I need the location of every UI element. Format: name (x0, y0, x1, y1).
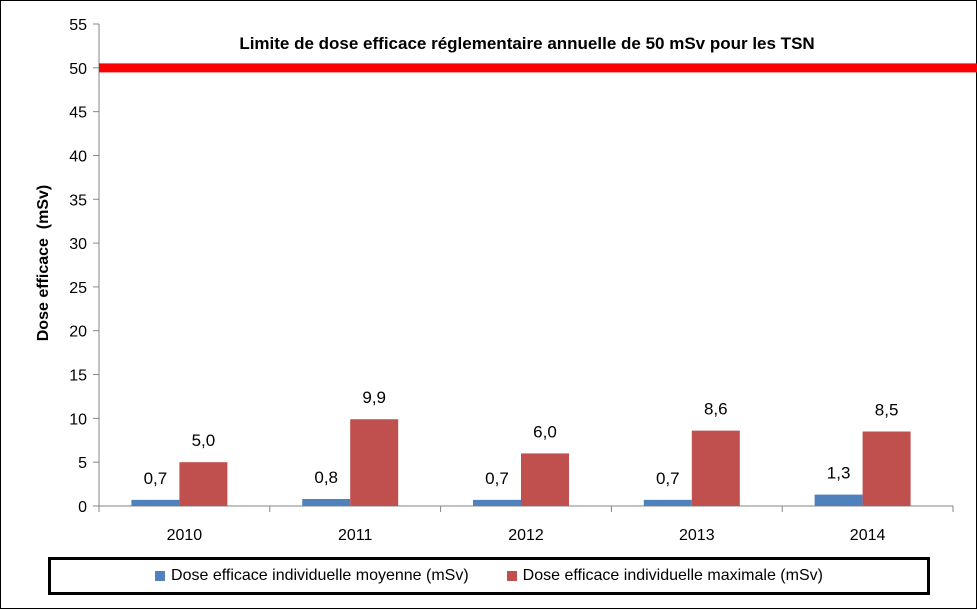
data-label: 9,9 (362, 388, 386, 407)
x-tick-label: 2010 (167, 527, 203, 544)
legend-swatch (506, 571, 517, 581)
bar-moyenne (473, 499, 521, 506)
data-label: 8,6 (704, 400, 728, 419)
legend-item: Dose efficace individuelle moyenne (mSv) (155, 567, 469, 585)
y-tick-label: 30 (69, 236, 87, 253)
y-tick-label: 0 (78, 499, 87, 516)
bar-maximale (862, 431, 911, 506)
x-tick-label: 2013 (679, 527, 715, 544)
y-tick-label: 55 (69, 17, 87, 34)
bar-maximale (350, 419, 399, 506)
bar-moyenne (131, 499, 180, 506)
y-tick-label: 5 (78, 455, 87, 472)
bar-maximale (179, 462, 228, 506)
reference-limit-label: Limite de dose efficace réglementaire an… (239, 34, 814, 53)
data-label: 0,8 (314, 468, 338, 487)
bar-moyenne (643, 499, 692, 506)
y-tick-label: 25 (69, 280, 87, 297)
y-tick-label: 35 (69, 192, 87, 209)
x-tick-label: 2011 (338, 527, 373, 544)
legend-item: Dose efficace individuelle maximale (mSv… (506, 567, 823, 585)
y-tick-label: 15 (69, 368, 87, 385)
bar-maximale (521, 453, 569, 506)
y-tick-label: 40 (69, 148, 87, 165)
data-label: 0,7 (144, 469, 168, 488)
bar-moyenne (814, 494, 863, 506)
data-label: 1,3 (827, 464, 851, 483)
bar-maximale (691, 430, 740, 506)
y-tick-label: 10 (69, 411, 87, 428)
data-label: 8,5 (875, 401, 899, 420)
y-axis-title: Dose efficace (mSv) (35, 185, 52, 342)
legend-label: Dose efficace individuelle maximale (mSv… (522, 567, 823, 584)
y-tick-label: 20 (69, 324, 87, 341)
y-tick-label: 50 (69, 61, 87, 78)
chart-legend: Dose efficace individuelle moyenne (mSv)… (48, 557, 930, 595)
data-label: 5,0 (192, 431, 216, 450)
legend-swatch (155, 571, 166, 581)
y-tick-label: 45 (69, 105, 87, 122)
bar-moyenne (302, 498, 351, 506)
x-tick-label: 2014 (850, 527, 886, 544)
data-label: 0,7 (485, 469, 509, 488)
legend-label: Dose efficace individuelle moyenne (mSv) (171, 567, 469, 584)
data-label: 0,7 (656, 469, 680, 488)
data-label: 6,0 (533, 422, 557, 441)
x-tick-label: 2012 (508, 527, 544, 544)
